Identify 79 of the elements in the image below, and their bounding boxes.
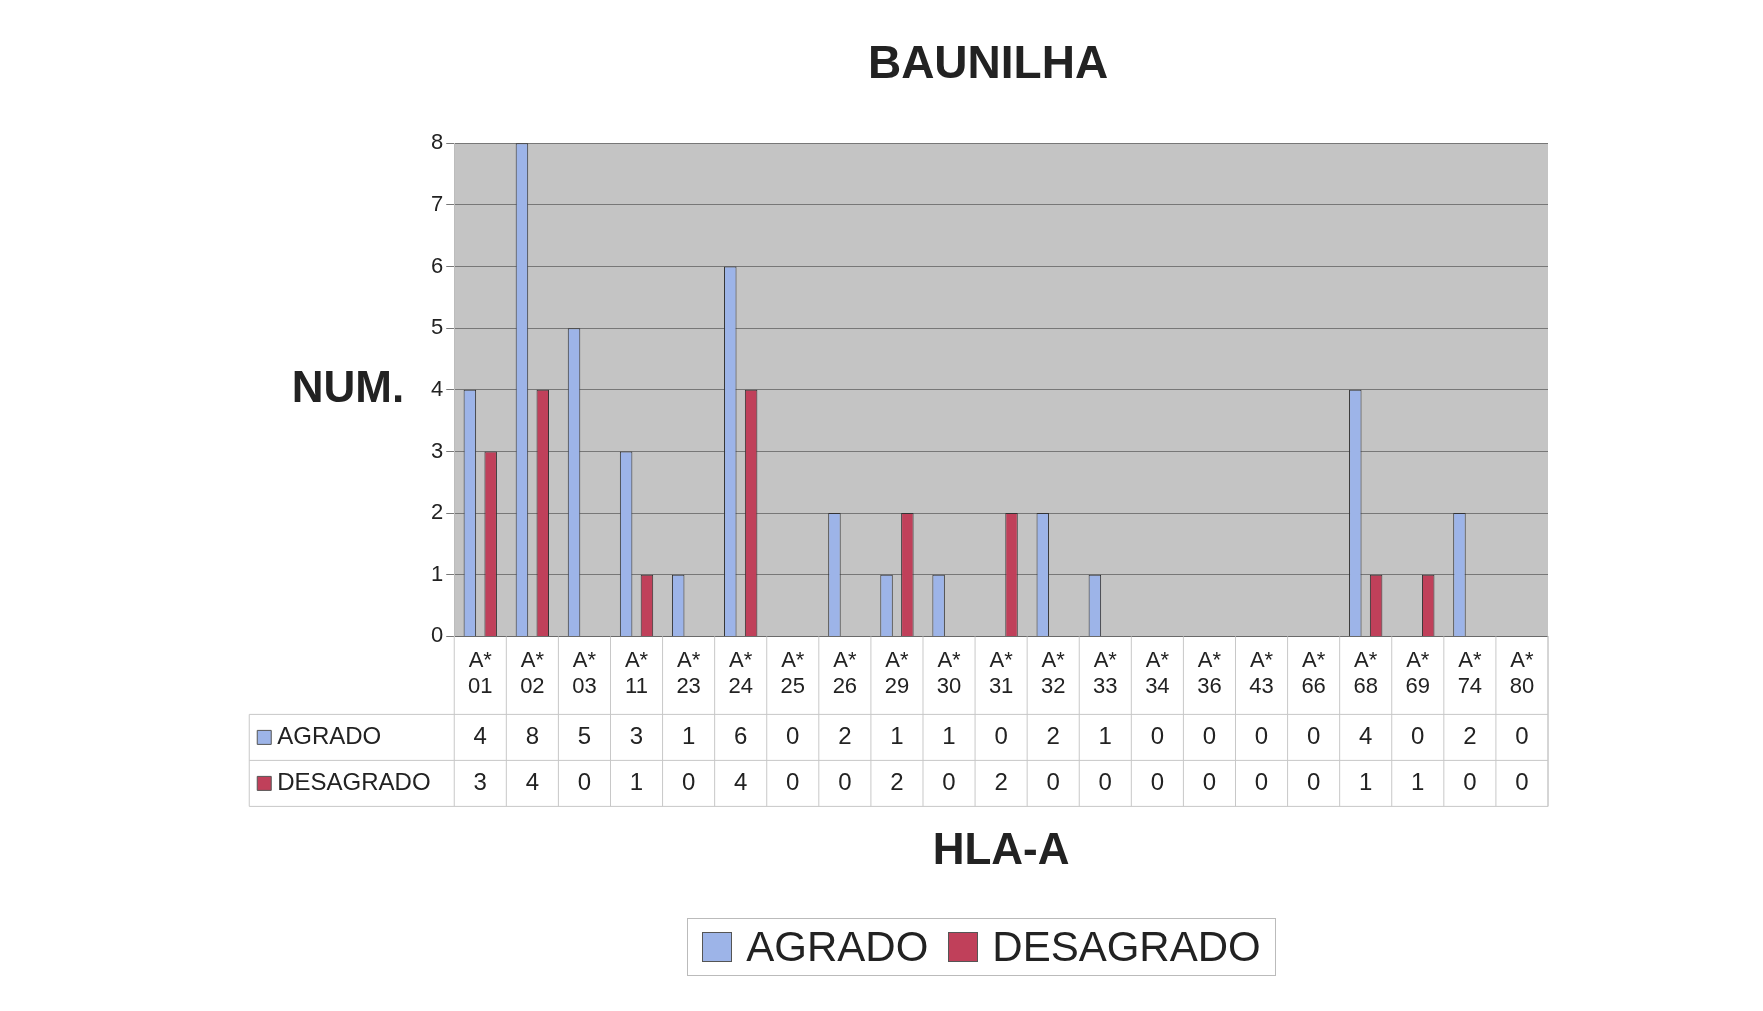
y-tick-label: 4 (430, 375, 444, 401)
data-label: 1 (681, 722, 696, 750)
text: DESAGRADO (992, 923, 1261, 970)
data-label: 4 (525, 768, 540, 796)
data-label: 0 (577, 768, 592, 796)
x-tick-label: A* 30 (936, 646, 962, 699)
legend-label: AGRADO (277, 722, 382, 750)
y-tick-label: 6 (430, 252, 444, 278)
data-label: 0 (1098, 768, 1112, 796)
y-axis-title: NUM. (291, 361, 405, 411)
x-tick-label: A* 29 (884, 646, 910, 699)
data-label: 0 (1306, 722, 1321, 750)
data-label: 2 (838, 722, 852, 750)
x-tick-label: A* 68 (1353, 646, 1378, 699)
data-label: 5 (577, 722, 592, 750)
x-tick-label: A* 36 (1197, 646, 1222, 699)
x-tick-label: A* 32 (1040, 646, 1066, 699)
data-label: 0 (1202, 722, 1217, 750)
data-label: 4 (1359, 722, 1373, 750)
x-tick-label: A* 26 (832, 646, 858, 699)
data-label: 3 (629, 722, 644, 750)
x-tick-label: A* 01 (468, 646, 493, 699)
x-tick-label: A* 69 (1405, 646, 1431, 699)
y-tick-label: 5 (430, 314, 444, 340)
data-label: 0 (942, 768, 956, 796)
x-tick-label: A* 31 (988, 646, 1014, 699)
x-tick-label: A* 11 (624, 646, 649, 699)
data-label: 0 (1150, 768, 1165, 796)
x-tick-label: A* 02 (520, 646, 545, 699)
data-label: 3 (473, 768, 487, 796)
legend-label: DESAGRADO (277, 768, 431, 796)
data-label: 0 (1515, 722, 1529, 750)
data-label: 0 (1254, 768, 1269, 796)
x-axis-title: HLA-A (932, 823, 1070, 873)
x-tick-label: A* 23 (676, 646, 701, 699)
chart-title: BAUNILHA (867, 36, 1109, 89)
data-label: 1 (890, 722, 904, 750)
x-tick-label: A* 03 (572, 646, 597, 699)
x-tick-label: A* 66 (1301, 646, 1326, 699)
data-label: 0 (1254, 722, 1269, 750)
y-tick-label: 7 (430, 190, 444, 216)
x-tick-label: A* 80 (1509, 646, 1535, 699)
y-tick-label: 3 (430, 437, 444, 463)
data-label: 0 (1463, 768, 1477, 796)
data-label: 1 (629, 768, 644, 796)
data-label: 0 (1411, 722, 1425, 750)
text: AGRADO (746, 923, 929, 970)
data-label: 6 (734, 722, 748, 750)
data-label: 0 (994, 722, 1008, 750)
x-tick-label: A* 33 (1093, 646, 1118, 699)
data-label: 0 (786, 722, 800, 750)
y-tick-label: 8 (430, 129, 444, 155)
y-tick-label: 1 (430, 560, 444, 586)
data-label: 0 (681, 768, 696, 796)
data-label: 2 (1046, 722, 1060, 750)
y-tick-label: 2 (430, 499, 444, 525)
data-label: 0 (1515, 768, 1529, 796)
data-label: 0 (838, 768, 852, 796)
data-label: 2 (890, 768, 904, 796)
data-label: 1 (1359, 768, 1373, 796)
data-label: 0 (1046, 768, 1060, 796)
x-tick-label: A* 24 (728, 646, 753, 699)
data-label: 0 (786, 768, 800, 796)
x-tick-label: A* 43 (1249, 646, 1274, 699)
x-tick-label: A* 25 (780, 646, 806, 699)
data-label: 8 (525, 722, 540, 750)
data-label: 0 (1202, 768, 1217, 796)
data-label: 4 (734, 768, 748, 796)
data-label: 1 (1098, 722, 1112, 750)
data-label: 0 (1150, 722, 1165, 750)
data-label: 1 (1411, 768, 1425, 796)
data-label: 2 (994, 768, 1008, 796)
data-label: 2 (1463, 722, 1477, 750)
x-tick-label: A* 74 (1457, 646, 1483, 699)
data-label: 0 (1306, 768, 1321, 796)
y-tick-label: 0 (430, 622, 444, 648)
data-label: 1 (942, 722, 956, 750)
x-tick-label: A* 34 (1145, 646, 1170, 699)
data-label: 4 (473, 722, 487, 750)
